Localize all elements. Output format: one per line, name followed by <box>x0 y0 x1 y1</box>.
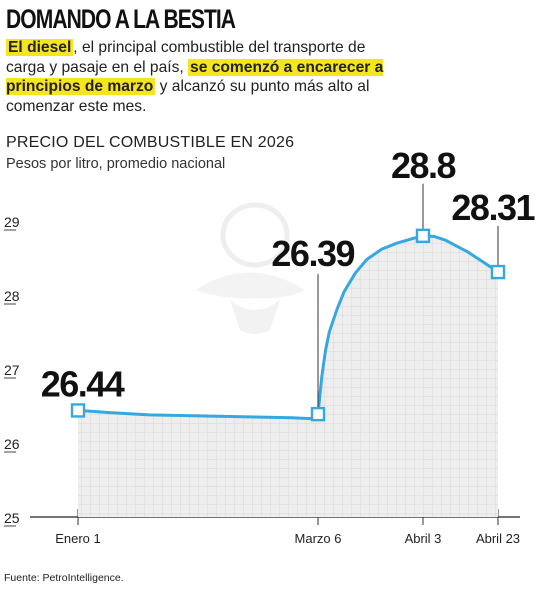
data-point-marker <box>70 403 86 418</box>
x-tick-label: Marzo 6 <box>295 531 342 546</box>
y-tick-label: 29 <box>4 214 20 230</box>
chart-subtitle: Pesos por litro, promedio nacional <box>6 156 226 172</box>
x-tick-label: Abril 23 <box>476 531 520 546</box>
intro-text-part: , el principal combustible del transport… <box>6 39 366 76</box>
value-label: 26.44 <box>41 363 125 404</box>
intro-text-part: y alcanzó su punto más alto al comenzar … <box>6 78 370 115</box>
x-tick-label: Enero 1 <box>55 531 101 546</box>
value-labels: 26.44 26.39 28.828.31 <box>41 145 536 422</box>
value-label: 28.31 <box>451 187 535 228</box>
source-note: Fuente: PetroIntelligence. <box>4 572 124 584</box>
chart-title: PRECIO DEL COMBUSTIBLE EN 2026 <box>6 134 295 151</box>
value-label: 26.39 <box>271 233 354 274</box>
data-point-marker <box>415 228 431 244</box>
headline: DOMANDO A LA BESTIA <box>6 4 236 34</box>
y-tick-label: 27 <box>4 362 20 378</box>
y-tick-label: 26 <box>4 436 20 452</box>
x-tick-label: Abril 3 <box>405 531 442 546</box>
price-line <box>76 234 500 421</box>
eagle-watermark <box>195 202 305 334</box>
y-tick-label: 25 <box>4 510 20 526</box>
data-point-marker <box>310 406 326 422</box>
value-label: 28.8 <box>391 145 456 186</box>
intro-text: El diesel, el principal combustible del … <box>6 38 406 116</box>
data-point-marker <box>490 264 506 280</box>
intro-highlight-diesel: El diesel <box>6 39 74 56</box>
area-grid <box>78 235 498 518</box>
plot-area <box>76 234 500 518</box>
y-tick-label: 28 <box>4 288 20 304</box>
